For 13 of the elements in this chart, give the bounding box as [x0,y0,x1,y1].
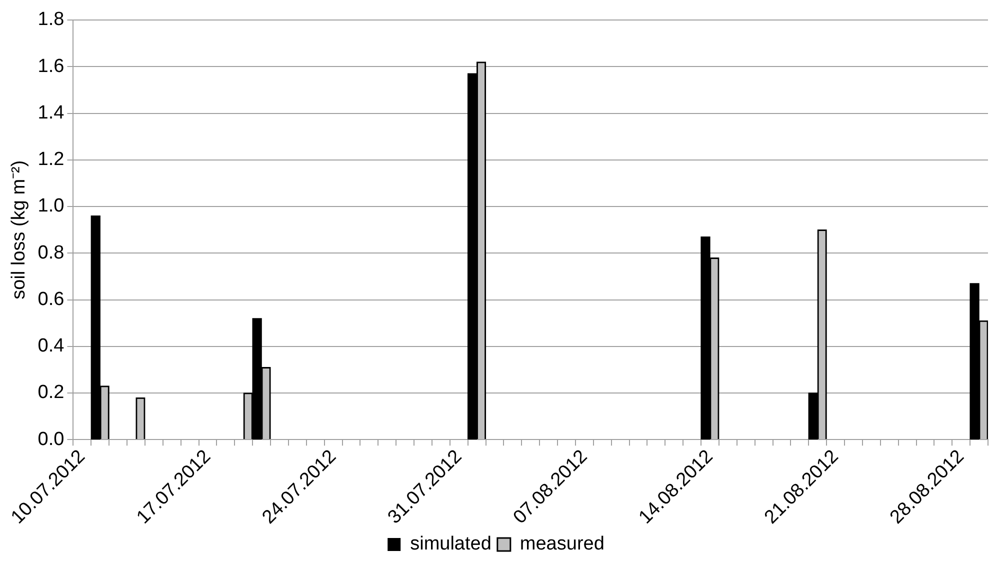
y-tick-label: 1.0 [38,196,64,217]
y-tick-label: 0.2 [38,382,64,404]
y-axis-title: soil loss (kg m⁻²) [8,160,30,300]
legend-label: simulated [410,534,492,555]
y-tick-label: 1.8 [38,9,64,30]
legend-label: measured [520,534,604,555]
y-tick-label: 0.4 [38,336,65,357]
y-tick-label: 0.6 [38,288,64,310]
y-tick-label: 1.2 [38,149,64,170]
y-tick-label: 1.4 [38,102,65,124]
y-tick-label: 0.8 [38,242,64,264]
y-tick-label: 1.6 [38,56,64,77]
y-tick-label: 0.0 [38,428,64,450]
